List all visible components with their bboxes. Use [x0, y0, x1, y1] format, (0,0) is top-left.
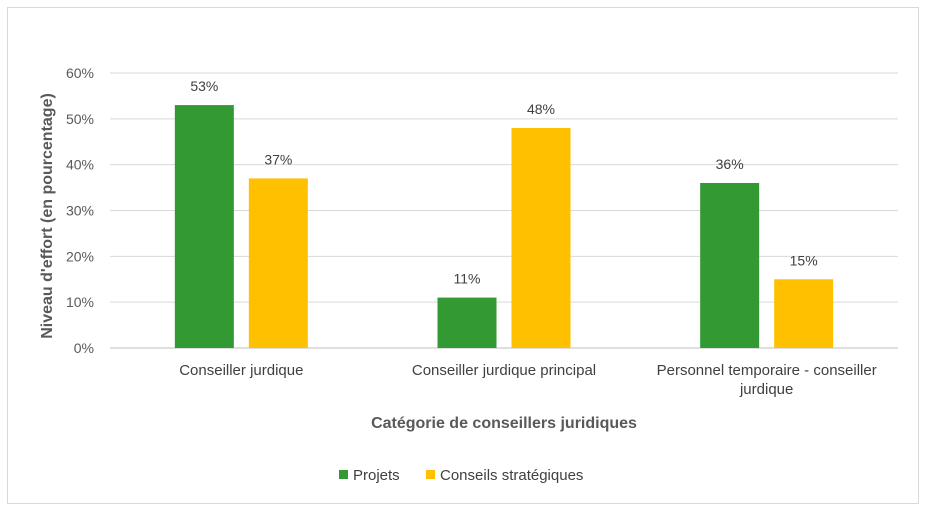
y-axis-title: Niveau d'effort (en pourcentage) — [39, 93, 56, 339]
bar-conseils-1 — [511, 128, 571, 348]
x-category-label: Conseiller jurdique — [179, 362, 303, 379]
x-category-label: Conseiller jurdique principal — [412, 362, 596, 379]
y-tick-label: 50% — [66, 111, 94, 127]
y-tick-label: 60% — [66, 65, 94, 81]
bar-conseils-0 — [248, 178, 308, 348]
bar-conseils-2 — [774, 279, 834, 348]
y-tick-label: 0% — [74, 340, 94, 356]
legend-swatch-1 — [426, 470, 435, 479]
data-label: 15% — [790, 252, 818, 268]
bar-projets-2 — [700, 183, 760, 348]
data-labels: 53% 37% 11% 48% 36% 15% — [190, 78, 817, 287]
x-category-label: jurdique — [739, 381, 793, 398]
data-label: 37% — [264, 151, 292, 167]
chart-frame — [7, 7, 919, 504]
data-label: 53% — [190, 78, 218, 94]
data-label: 48% — [527, 101, 555, 117]
x-axis-title: Catégorie de conseillers juridiques — [371, 415, 637, 432]
y-axis-tick-labels: 0% 10% 20% 30% 40% 50% 60% — [66, 65, 94, 356]
gridlines — [110, 72, 898, 349]
legend-swatch-0 — [339, 470, 348, 479]
y-tick-label: 20% — [66, 248, 94, 264]
y-tick-label: 40% — [66, 157, 94, 173]
data-label: 36% — [716, 156, 744, 172]
bar-projets-0 — [174, 105, 234, 348]
legend: Projets Conseils stratégiques — [339, 467, 583, 484]
x-axis-category-labels: Conseiller jurdique Conseiller jurdique p… — [179, 362, 877, 398]
y-tick-label: 30% — [66, 203, 94, 219]
bars — [174, 105, 834, 348]
y-tick-label: 10% — [66, 294, 94, 310]
legend-label-0: Projets — [353, 467, 400, 484]
x-category-label: Personnel temporaire - conseiller — [657, 362, 877, 379]
bar-projets-1 — [437, 297, 497, 348]
legend-label-1: Conseils stratégiques — [440, 467, 583, 484]
data-label: 11% — [454, 271, 481, 287]
